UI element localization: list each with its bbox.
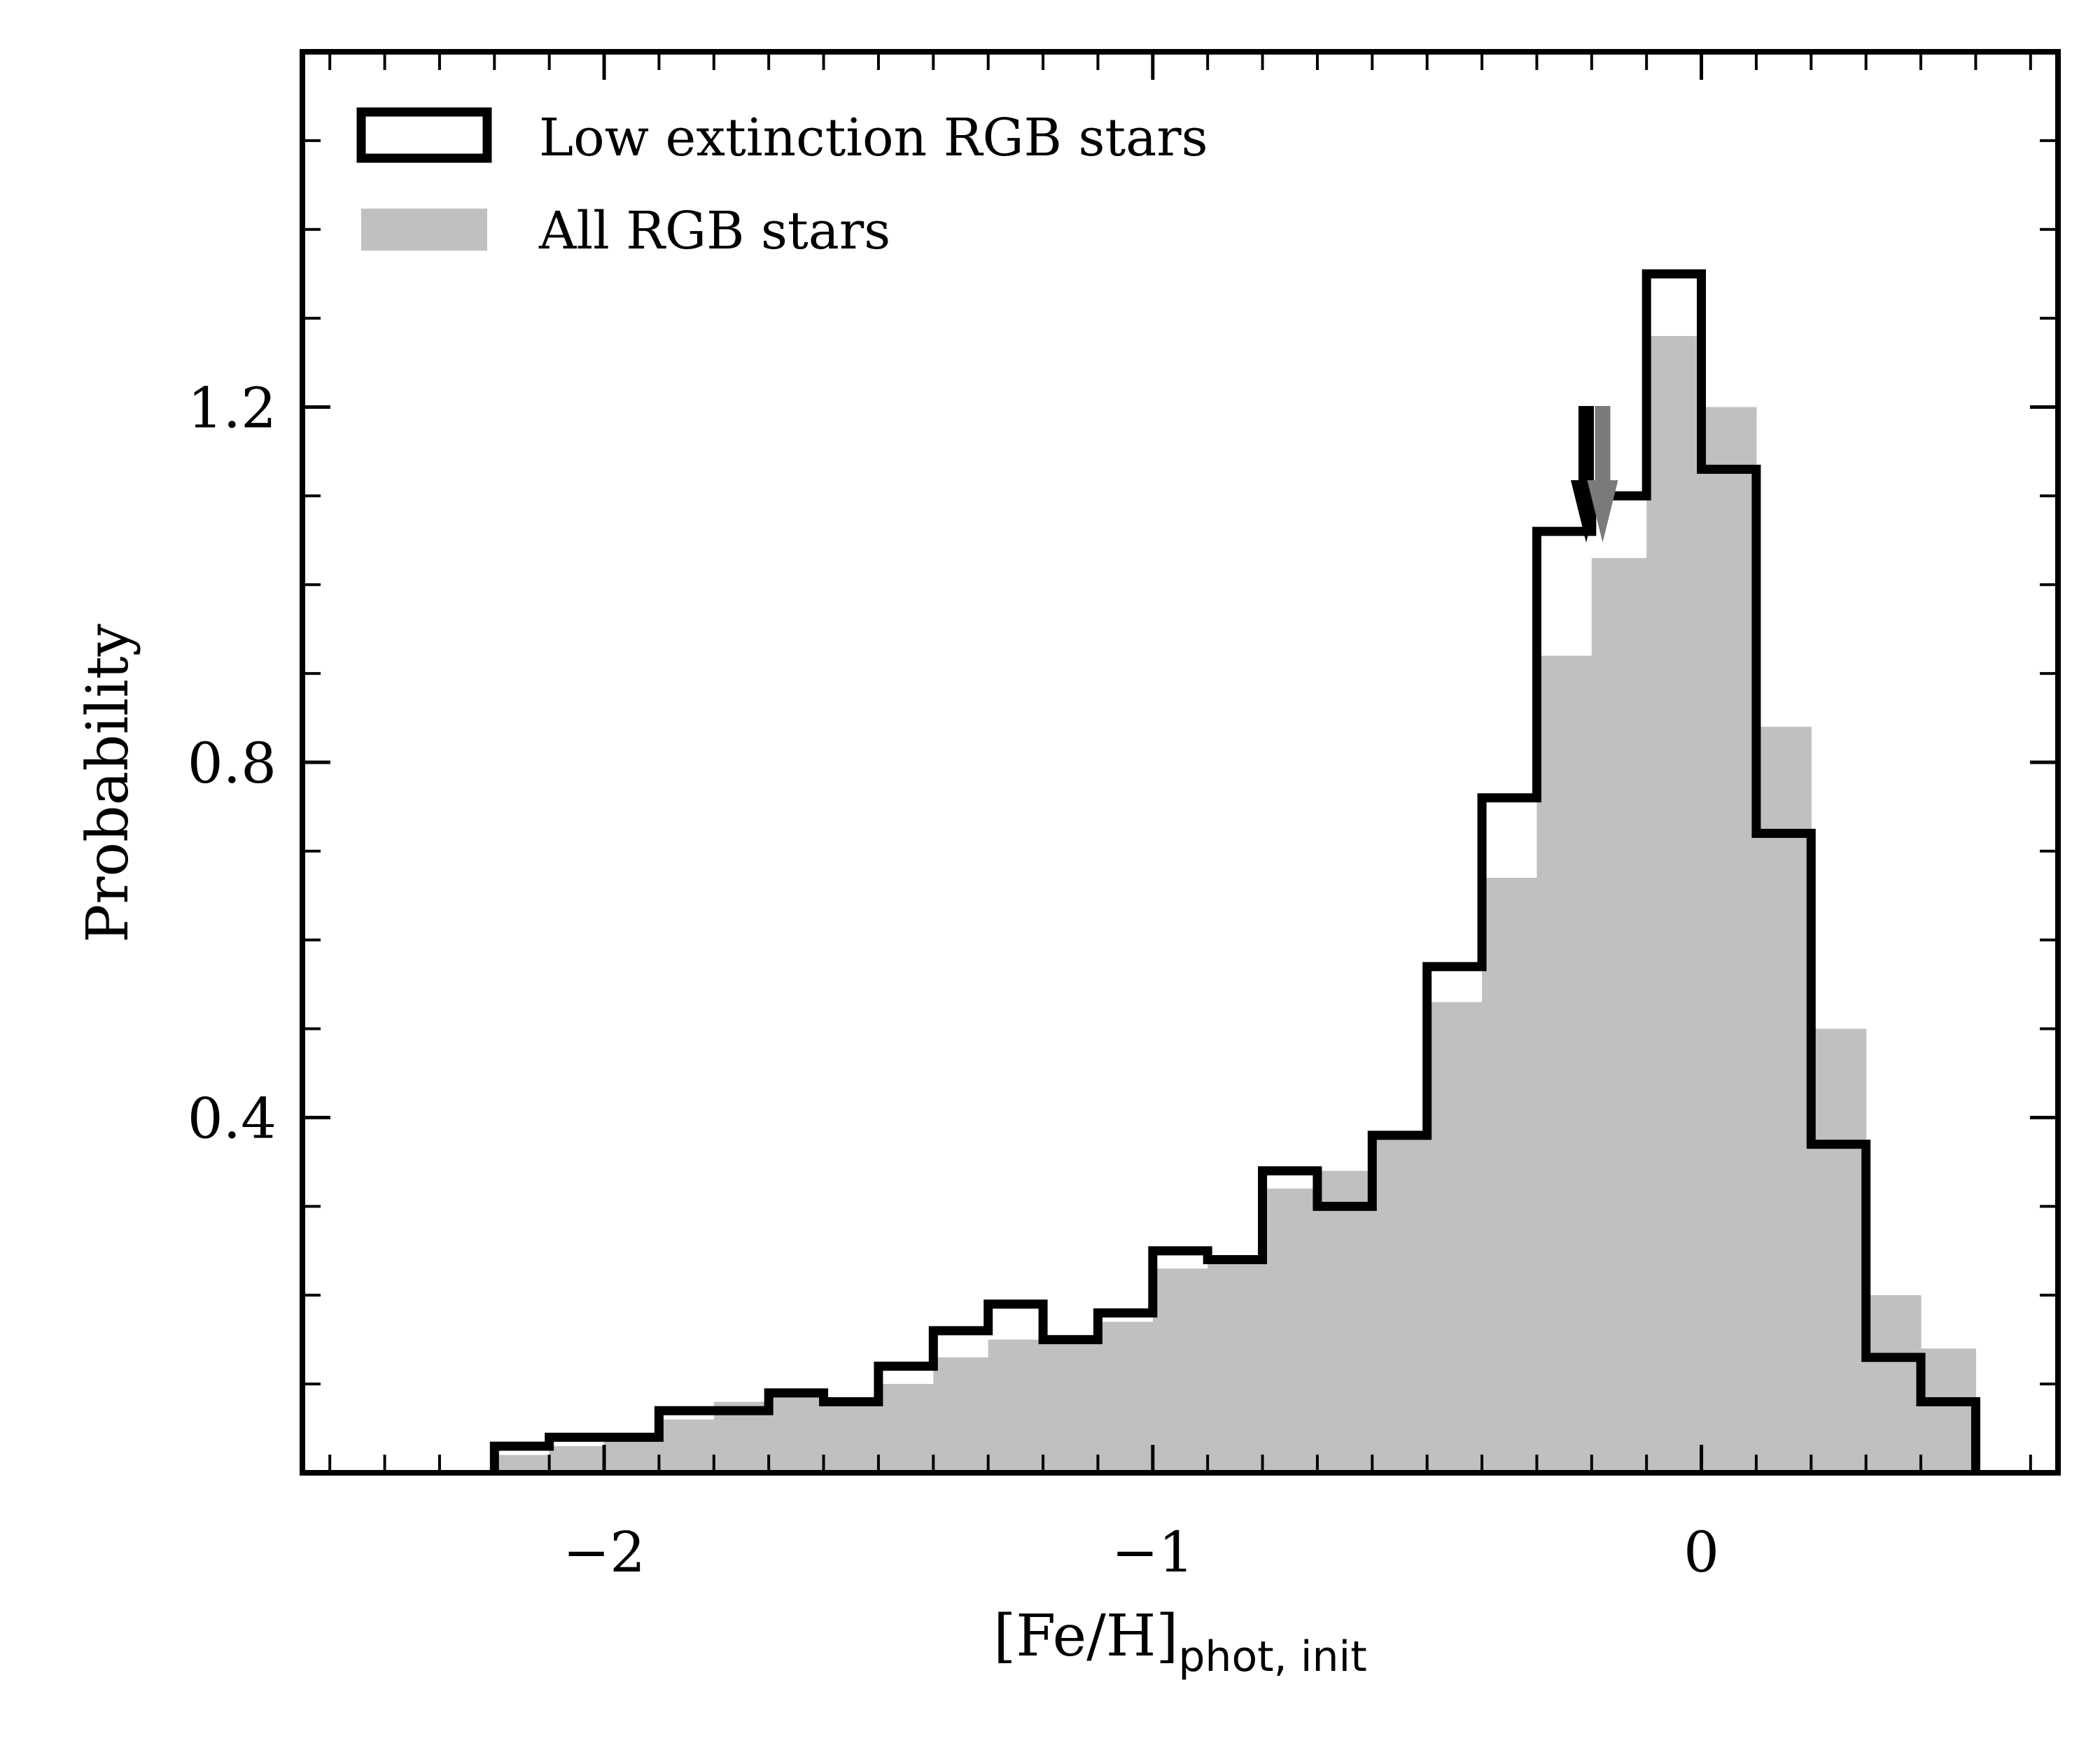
bar-all-rgb bbox=[494, 1455, 550, 1473]
bar-all-rgb bbox=[1482, 877, 1538, 1473]
bar-all-rgb bbox=[878, 1384, 934, 1473]
down-arrow-marker bbox=[1570, 406, 1602, 542]
all-rgb-histogram bbox=[494, 336, 1977, 1473]
x-axis-label-main: [Fe/H] bbox=[993, 1603, 1178, 1670]
bar-all-rgb bbox=[1921, 1348, 1977, 1473]
bar-all-rgb bbox=[933, 1357, 989, 1473]
bar-all-rgb bbox=[1152, 1268, 1208, 1473]
x-axis-label-subscript: phot, init bbox=[1178, 1632, 1366, 1681]
legend-swatch-all-rgb bbox=[361, 209, 487, 251]
axis-ticks bbox=[302, 52, 2058, 1473]
x-axis-label: [Fe/H]phot, init bbox=[993, 1603, 1366, 1681]
bar-all-rgb bbox=[1372, 1135, 1428, 1473]
y-tick-label: 0.4 bbox=[188, 1086, 276, 1152]
legend-label-low-extinction: Low extinction RGB stars bbox=[539, 108, 1208, 168]
bar-all-rgb bbox=[1098, 1322, 1154, 1473]
bar-all-rgb bbox=[659, 1419, 715, 1473]
bar-all-rgb bbox=[1317, 1170, 1373, 1473]
bar-all-rgb bbox=[1756, 727, 1812, 1473]
bar-all-rgb bbox=[1208, 1259, 1264, 1473]
down-arrow-marker bbox=[1587, 406, 1618, 542]
bar-all-rgb bbox=[604, 1437, 660, 1473]
x-tick-label: −2 bbox=[563, 1520, 645, 1585]
bar-all-rgb bbox=[1646, 336, 1702, 1473]
legend: Low extinction RGB stars All RGB stars bbox=[356, 107, 1208, 261]
bar-all-rgb bbox=[1262, 1189, 1318, 1473]
tick-labels: −2 −1 0 0.4 0.8 1.2 bbox=[188, 376, 1719, 1586]
bar-all-rgb bbox=[1043, 1339, 1099, 1473]
bar-all-rgb bbox=[769, 1392, 825, 1473]
bar-all-rgb bbox=[1536, 655, 1592, 1473]
plot-frame bbox=[300, 49, 2061, 1476]
y-tick-label: 0.8 bbox=[188, 731, 276, 796]
bar-all-rgb bbox=[1427, 1002, 1483, 1473]
y-tick-label: 1.2 bbox=[188, 376, 276, 441]
median-arrows bbox=[1570, 406, 1618, 542]
bar-all-rgb bbox=[823, 1401, 879, 1473]
x-tick-label: −1 bbox=[1112, 1520, 1194, 1585]
legend-label-all-rgb: All RGB stars bbox=[538, 201, 890, 261]
x-tick-label: 0 bbox=[1684, 1520, 1719, 1585]
low-extinction-histogram-outline bbox=[489, 269, 1980, 1473]
bar-all-rgb bbox=[988, 1339, 1044, 1473]
bar-all-rgb bbox=[1591, 558, 1647, 1473]
bar-all-rgb bbox=[1701, 407, 1757, 1473]
bar-all-rgb bbox=[549, 1446, 605, 1473]
bar-all-rgb bbox=[1811, 1028, 1867, 1473]
legend-swatch-low-extinction bbox=[356, 107, 492, 163]
y-axis-label: Probability bbox=[75, 624, 141, 943]
bar-all-rgb bbox=[1865, 1295, 1921, 1473]
